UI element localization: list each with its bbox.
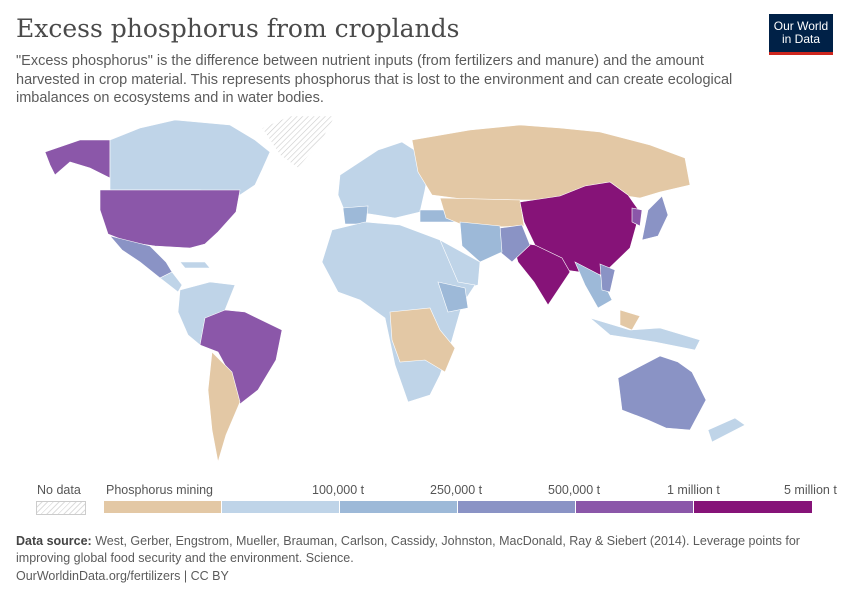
source-text: West, Gerber, Engstrom, Mueller, Brauman… xyxy=(16,534,800,565)
legend-bin-4[interactable] xyxy=(576,501,694,513)
region-central-asia[interactable] xyxy=(439,197,525,229)
region-philippines[interactable] xyxy=(619,309,641,331)
region-australia[interactable] xyxy=(617,355,707,431)
region-russia[interactable] xyxy=(411,124,691,201)
region-central-america[interactable] xyxy=(159,271,183,293)
region-canada[interactable] xyxy=(109,119,271,196)
legend-label-5: 5 million t xyxy=(784,483,837,497)
chart-subtitle: "Excess phosphorus" is the difference be… xyxy=(16,53,733,106)
region-spain[interactable] xyxy=(342,205,369,225)
legend-bin-2[interactable] xyxy=(340,501,458,513)
region-greenland[interactable] xyxy=(261,115,336,169)
region-middle-east[interactable] xyxy=(459,221,503,263)
color-legend: No data Phosphorus mining 100,000 t 250,… xyxy=(0,480,850,520)
legend-label-4: 1 million t xyxy=(667,483,720,497)
logo-line-2: in Data xyxy=(781,32,821,46)
source-url[interactable]: OurWorldinData.org/fertilizers | CC BY xyxy=(16,569,229,583)
region-china[interactable] xyxy=(519,181,641,276)
legend-label-0: Phosphorus mining xyxy=(106,483,214,497)
region-argentina[interactable] xyxy=(207,351,241,463)
legend-label-3: 500,000 t xyxy=(548,483,601,497)
legend-bin-5[interactable] xyxy=(694,501,813,513)
chart-title: Excess phosphorus from croplands xyxy=(16,14,460,43)
legend-bin-0[interactable] xyxy=(104,501,222,513)
legend-label-1: 100,000 t xyxy=(312,483,365,497)
region-brazil[interactable] xyxy=(199,309,283,405)
legend-no-data-label: No data xyxy=(37,483,81,497)
world-map xyxy=(44,115,746,463)
region-indonesia[interactable] xyxy=(589,317,701,351)
owid-logo[interactable]: Our World in Data xyxy=(769,14,833,55)
legend-bin-1[interactable] xyxy=(222,501,340,513)
region-japan[interactable] xyxy=(641,195,669,241)
region-india[interactable] xyxy=(511,241,571,306)
legend-label-2: 250,000 t xyxy=(430,483,483,497)
region-southeast-asia[interactable] xyxy=(574,261,613,309)
region-southern-africa-mining[interactable] xyxy=(389,307,456,373)
logo-line-1: Our World xyxy=(773,19,829,33)
region-alaska[interactable] xyxy=(44,139,111,179)
legend-no-data-swatch[interactable] xyxy=(36,501,86,515)
region-ethiopia[interactable] xyxy=(437,281,469,313)
source-label: Data source: xyxy=(16,534,92,548)
region-usa[interactable] xyxy=(99,189,241,249)
region-vietnam[interactable] xyxy=(599,263,616,293)
data-source: Data source: West, Gerber, Engstrom, Mue… xyxy=(16,533,836,567)
region-korea[interactable] xyxy=(631,207,643,227)
region-caribbean[interactable] xyxy=(179,261,211,269)
legend-bin-3[interactable] xyxy=(458,501,576,513)
region-new-zealand[interactable] xyxy=(707,417,746,443)
